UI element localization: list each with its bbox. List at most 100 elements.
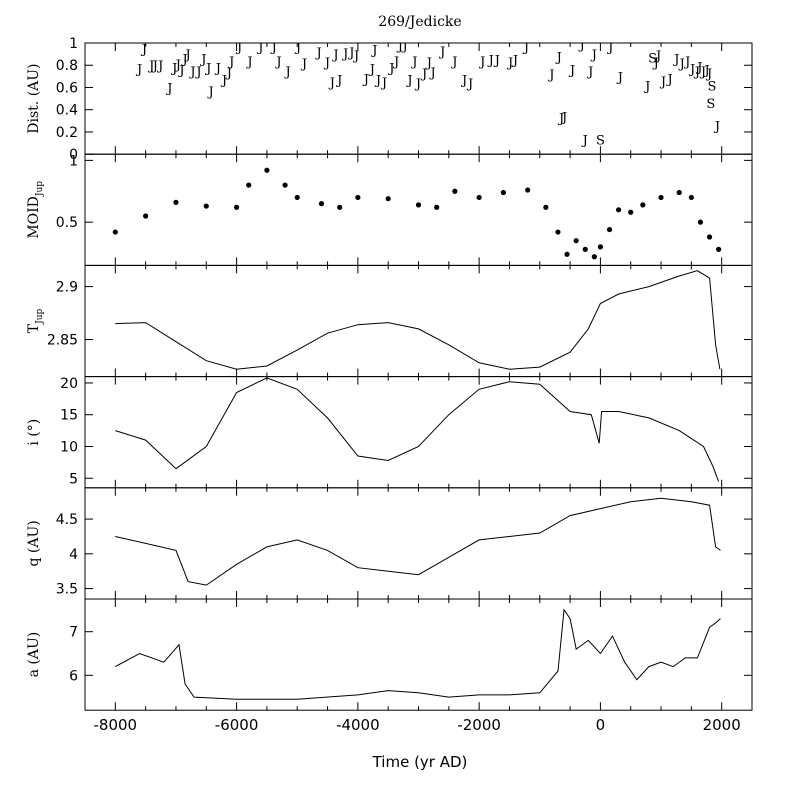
panel-tjup-data [115, 270, 721, 370]
y-axis-label: i (°) [26, 419, 42, 446]
y-axis-label: a (AU) [26, 632, 42, 678]
panel-incl-data [115, 377, 720, 482]
x-tick-label: -6000 [215, 716, 259, 734]
y-tick-label: 2.85 [47, 333, 78, 349]
panel-frame [84, 598, 753, 711]
jupiter-encounter-mark: J [270, 40, 277, 55]
chart-title: 269/Jedicke [378, 14, 461, 30]
jupiter-encounter-mark: J [405, 74, 412, 89]
y-axis-label-subscript: Jup [35, 309, 45, 325]
moid-point [385, 196, 391, 202]
jupiter-encounter-mark: J [678, 57, 685, 72]
moid-point [697, 219, 704, 225]
jupiter-encounter-mark: J [560, 110, 567, 125]
jupiter-encounter-mark: J [547, 68, 554, 83]
moid-point [616, 207, 622, 213]
jupiter-encounter-mark: J [374, 74, 381, 89]
jupiter-encounter-mark: J [590, 48, 597, 63]
x-tick-label: 2000 [703, 716, 741, 734]
y-tick-label: 3.5 [56, 582, 78, 598]
x-tick-label: -8000 [94, 716, 138, 734]
incl-series-line [115, 377, 720, 482]
y-tick-label: 0.4 [56, 103, 78, 119]
y-axis-label: MOIDJup [26, 181, 45, 239]
jupiter-encounter-mark: J [214, 61, 221, 76]
jupiter-encounter-mark: J [274, 55, 281, 70]
jupiter-encounter-mark: J [414, 77, 421, 92]
panel-q-data [115, 497, 721, 586]
jupiter-encounter-mark: J [347, 46, 354, 61]
jupiter-encounter-mark: J [643, 79, 650, 94]
moid-point [543, 204, 549, 210]
saturn-encounter-mark: S [648, 51, 657, 66]
jupiter-encounter-mark: J [695, 60, 702, 75]
y-tick-label: 0.5 [56, 215, 78, 231]
jupiter-encounter-mark: J [557, 112, 564, 127]
x-axis-label: Time (yr AD) [372, 753, 468, 771]
jupiter-encounter-mark: J [147, 59, 154, 74]
jupiter-encounter-mark: J [180, 53, 187, 68]
jupiter-encounter-mark: J [460, 74, 467, 89]
jupiter-encounter-mark: J [666, 73, 673, 88]
y-tick-label: 15 [60, 408, 78, 424]
jupiter-encounter-mark: J [586, 65, 593, 80]
jupiter-encounter-mark: J [165, 81, 172, 96]
jupiter-encounter-mark: J [392, 55, 399, 70]
panel-q: 3.5 4 4.5 q (AU) [26, 487, 753, 600]
jupiter-encounter-mark: J [156, 59, 163, 74]
jupiter-encounter-mark: J [425, 56, 432, 71]
jupiter-encounter-mark: J [616, 70, 623, 85]
y-tick-label: 0 [69, 147, 78, 163]
q-series-line [115, 497, 721, 586]
y-tick-label: 4.5 [56, 512, 78, 528]
saturn-encounter-mark: S [708, 79, 717, 94]
moid-point [233, 204, 240, 210]
y-tick-label: 4 [69, 547, 78, 563]
y-tick-label: 1 [69, 153, 78, 169]
tjup-series-line [115, 270, 721, 370]
moid-point [112, 229, 118, 235]
moid-point [415, 202, 422, 208]
jupiter-encounter-mark: J [294, 40, 301, 55]
moid-point [573, 238, 579, 244]
panel-moid: 0.5 1 MOIDJup [26, 153, 753, 266]
jupiter-encounter-mark: J [183, 48, 190, 63]
y-axis-label: TJup [26, 309, 45, 334]
moid-point [476, 194, 482, 201]
jupiter-encounter-mark: J [428, 66, 435, 81]
moid-point [606, 226, 613, 233]
moid-point [658, 194, 664, 201]
jupiter-encounter-mark: J [438, 45, 445, 60]
panel-frame [84, 153, 753, 266]
moid-point [282, 182, 288, 188]
jupiter-encounter-mark: J [672, 53, 679, 68]
jupiter-encounter-mark: J [331, 48, 338, 63]
jupiter-encounter-mark: J [450, 55, 457, 70]
moid-point [355, 194, 361, 201]
y-tick-label: 7 [69, 625, 78, 641]
panel-incl: 5 10 15 20 i (°) [26, 376, 753, 489]
jupiter-encounter-mark: J [352, 49, 359, 64]
jupiter-encounter-mark: J [370, 44, 377, 59]
moid-point [628, 209, 634, 215]
jupiter-encounter-mark: J [606, 40, 613, 55]
jupiter-encounter-mark: J [207, 85, 214, 100]
y-axis-label: q (AU) [26, 520, 42, 566]
saturn-encounter-mark: S [596, 134, 605, 149]
jupiter-encounter-mark: J [380, 76, 387, 91]
jupiter-encounter-mark: J [335, 74, 342, 89]
moid-point [143, 213, 149, 219]
jupiter-encounter-mark: J [493, 54, 500, 69]
moid-point [688, 194, 694, 201]
y-tick-label: 6 [69, 668, 78, 684]
jupiter-encounter-mark: J [328, 76, 335, 91]
moid-point [582, 246, 588, 252]
moid-point [434, 204, 440, 210]
jupiter-encounter-mark: J [177, 64, 184, 79]
jupiter-encounter-mark: J [368, 63, 375, 78]
jupiter-encounter-mark: J [713, 119, 720, 134]
y-tick-label: 2.9 [56, 280, 78, 296]
jupiter-encounter-mark: J [688, 63, 695, 78]
